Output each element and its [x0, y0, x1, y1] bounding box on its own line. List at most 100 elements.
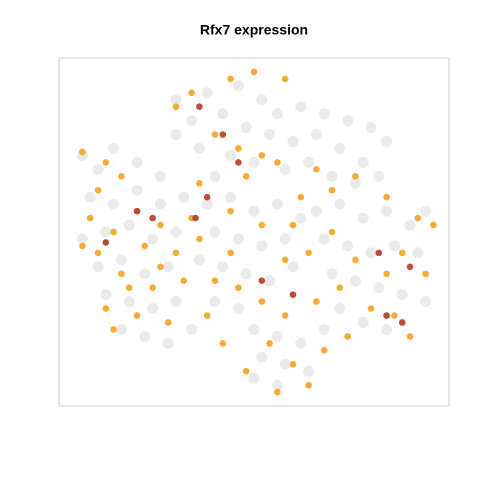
point [349, 275, 361, 287]
point [154, 170, 166, 182]
point [232, 80, 244, 92]
point [313, 298, 320, 305]
point [287, 261, 299, 273]
point [219, 340, 227, 347]
point [342, 115, 354, 127]
point [334, 142, 346, 154]
point [201, 87, 213, 99]
point [162, 337, 174, 349]
point [349, 177, 361, 189]
point [86, 214, 94, 222]
plot-frame [58, 57, 450, 407]
point [295, 337, 307, 349]
point [383, 193, 390, 201]
point [235, 159, 242, 166]
point [264, 275, 276, 287]
point [154, 198, 166, 210]
point [227, 249, 234, 257]
point [149, 214, 156, 222]
point [115, 323, 127, 335]
point [388, 240, 400, 252]
point [320, 347, 328, 354]
point [172, 249, 180, 257]
point [102, 159, 110, 166]
point [303, 156, 315, 168]
point [157, 221, 164, 229]
point [406, 263, 414, 271]
point [373, 282, 385, 294]
point [258, 152, 266, 159]
point [232, 303, 244, 315]
point [123, 296, 135, 308]
point [131, 184, 143, 196]
point [256, 351, 268, 363]
point [209, 296, 221, 308]
point [250, 68, 258, 76]
point [248, 323, 260, 335]
point [170, 226, 182, 238]
point [108, 198, 120, 210]
point [334, 303, 346, 315]
point [289, 291, 297, 298]
point [225, 149, 237, 161]
point [225, 191, 237, 203]
point [217, 108, 229, 120]
point [133, 312, 141, 319]
point [108, 142, 120, 154]
point [271, 379, 283, 391]
point [328, 228, 336, 236]
point [357, 156, 369, 168]
point [373, 170, 385, 182]
point [110, 228, 117, 236]
point [396, 289, 408, 301]
point [264, 129, 276, 141]
point [102, 305, 110, 312]
point [258, 221, 266, 229]
point [219, 131, 227, 138]
point [258, 277, 266, 285]
point [279, 163, 291, 175]
point [381, 205, 393, 217]
point [211, 131, 219, 138]
point [342, 240, 354, 252]
point [201, 198, 213, 210]
point [344, 333, 351, 340]
point [305, 381, 312, 389]
point [266, 340, 273, 347]
point [305, 249, 312, 257]
point [110, 326, 117, 333]
point [100, 289, 112, 301]
point [248, 205, 260, 217]
point [203, 312, 211, 319]
point [164, 319, 172, 326]
point [196, 103, 203, 111]
point [192, 214, 199, 222]
point [203, 193, 211, 201]
point [242, 367, 250, 375]
point [383, 270, 390, 278]
point [420, 205, 432, 217]
point [139, 330, 151, 342]
point [398, 249, 406, 257]
point [281, 256, 289, 264]
chart-title: Rfx7 expression [200, 22, 308, 38]
point [172, 103, 180, 111]
point [102, 239, 110, 246]
point [115, 254, 127, 266]
point [357, 316, 369, 328]
point [310, 129, 322, 141]
point [118, 173, 125, 180]
point [367, 305, 375, 312]
point [186, 115, 198, 127]
point [100, 226, 112, 238]
point [422, 270, 429, 278]
point [381, 323, 393, 335]
point [271, 330, 283, 342]
point [147, 303, 159, 315]
point [242, 173, 250, 180]
point [162, 261, 174, 273]
point [326, 268, 338, 280]
point [365, 122, 377, 134]
point [141, 242, 149, 250]
point [256, 240, 268, 252]
